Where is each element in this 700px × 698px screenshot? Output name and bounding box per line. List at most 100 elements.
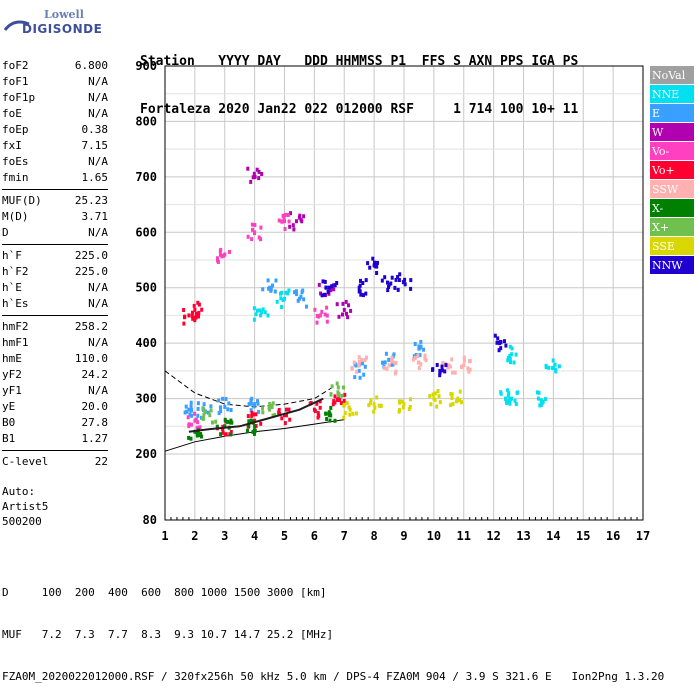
data-point: [506, 388, 510, 393]
param-label: M(D): [2, 210, 29, 223]
data-point: [318, 313, 322, 318]
data-point: [358, 283, 362, 288]
data-point: [203, 410, 207, 414]
legend-item: SSW: [650, 180, 694, 199]
data-point: [418, 353, 422, 358]
param-separator: [2, 450, 108, 451]
param-value: 225.0: [74, 265, 108, 278]
data-point: [250, 396, 254, 401]
data-point: [383, 365, 387, 370]
data-point: [372, 409, 376, 414]
data-point: [364, 278, 368, 283]
data-point: [261, 406, 264, 411]
data-point: [539, 400, 543, 405]
x-tick-label: 8: [371, 529, 378, 543]
data-point: [190, 413, 194, 418]
data-point: [383, 275, 387, 280]
data-point: [332, 287, 336, 292]
legend: NoVal NNE E W Vo- Vo+ SSW X- X+ SSE NNW: [650, 66, 694, 275]
x-tick-label: 3: [221, 529, 228, 543]
data-point: [347, 405, 351, 410]
data-point: [246, 166, 250, 171]
data-point: [182, 308, 186, 312]
data-point: [252, 306, 256, 311]
legend-item: NNW: [650, 256, 694, 275]
data-point: [219, 432, 223, 437]
data-point: [353, 375, 357, 380]
param-row: yF2 24.2: [2, 367, 108, 383]
data-point: [325, 417, 329, 421]
data-point: [394, 277, 398, 282]
data-point: [364, 291, 368, 296]
param-value: 25.23: [74, 194, 108, 207]
data-point: [187, 407, 191, 412]
param-label: foF2: [2, 59, 29, 72]
data-point: [266, 278, 270, 283]
data-point: [343, 392, 347, 397]
data-point: [270, 405, 274, 410]
data-point: [323, 312, 327, 317]
data-point: [280, 219, 284, 224]
data-point: [335, 281, 339, 285]
data-point: [409, 286, 413, 291]
data-point: [443, 369, 447, 374]
data-point: [506, 398, 510, 403]
data-point: [318, 399, 322, 404]
data-point: [192, 303, 196, 308]
data-point: [371, 256, 375, 261]
data-point: [368, 265, 372, 270]
data-point: [182, 321, 186, 326]
data-point: [302, 297, 306, 302]
param-label: yF1: [2, 384, 22, 397]
data-point: [337, 314, 341, 319]
legend-item: W: [650, 123, 694, 142]
ionogram-plot: 1 2 3 4 5 6 7 8 9 10 11 12 13 14 15 16 17 90080070060050…: [135, 59, 650, 543]
data-point: [228, 420, 232, 425]
data-point: [196, 420, 200, 425]
data-point: [309, 401, 313, 405]
data-point: [226, 407, 230, 412]
param-value: N/A: [88, 75, 108, 88]
data-point: [537, 390, 541, 395]
param-label: h`Es: [2, 297, 29, 310]
data-point: [357, 355, 361, 360]
param-value: 27.8: [81, 416, 109, 429]
data-point: [416, 354, 420, 358]
data-point: [255, 167, 259, 172]
data-point: [190, 408, 193, 413]
data-point: [324, 411, 328, 416]
data-point: [247, 419, 251, 424]
data-point: [381, 360, 384, 365]
data-point: [194, 417, 198, 422]
data-point: [392, 352, 396, 357]
data-point: [195, 425, 199, 430]
data-point: [509, 360, 512, 365]
x-tick-label: 2: [191, 529, 198, 543]
data-point: [252, 171, 256, 176]
data-point: [208, 413, 212, 418]
grid-lines: [164, 65, 644, 521]
data-point: [313, 307, 317, 312]
data-point: [219, 247, 223, 252]
data-point: [349, 308, 353, 313]
data-point: [328, 412, 332, 417]
data-point: [345, 311, 348, 316]
data-point: [379, 403, 383, 408]
data-point: [228, 249, 231, 254]
data-point: [412, 357, 415, 362]
data-point: [255, 308, 259, 313]
data-point: [357, 359, 361, 364]
param-value: 24.2: [81, 368, 109, 381]
legend-item: NNE: [650, 85, 694, 104]
logo-brand-bottom: DIGISONDE: [22, 22, 103, 36]
data-point: [438, 370, 442, 375]
data-point: [249, 179, 253, 184]
footer-info: D 100 200 400 600 800 1000 1500 3000 [km…: [2, 558, 664, 698]
data-point: [327, 285, 331, 290]
data-point: [201, 406, 205, 411]
data-point: [384, 351, 388, 356]
param-row: foF1 N/A: [2, 74, 108, 90]
data-point: [246, 414, 250, 419]
data-point: [299, 294, 303, 299]
data-point: [342, 402, 346, 407]
